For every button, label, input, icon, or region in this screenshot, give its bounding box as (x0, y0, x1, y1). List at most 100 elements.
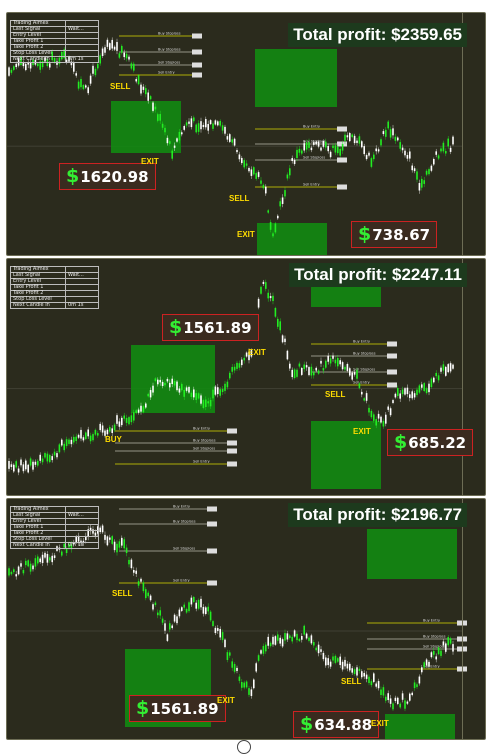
candle-body (382, 420, 385, 427)
candle-body (401, 693, 404, 700)
candle-body (416, 389, 418, 396)
candle-body (41, 554, 44, 564)
candle-body (106, 39, 109, 47)
candle-body (296, 633, 298, 641)
candle-body (188, 386, 190, 393)
candle-body (452, 364, 454, 369)
candle-body (303, 364, 305, 370)
candle-body (442, 641, 445, 646)
signal-label: SELL (325, 390, 346, 399)
candle-body (99, 55, 101, 64)
candle-body (289, 635, 291, 639)
candle-body (445, 366, 447, 376)
candle-body (353, 135, 356, 144)
candle-body (25, 560, 27, 566)
candle-body (121, 537, 123, 546)
candle-body (29, 563, 32, 572)
candle-body (161, 381, 164, 387)
level-tag (387, 341, 397, 347)
candle-body (85, 432, 87, 440)
level-label: Sell Stoploss (303, 156, 325, 160)
candle-body (341, 661, 344, 670)
candle-body (269, 642, 272, 647)
candle-body (37, 460, 39, 466)
candle-body (197, 393, 200, 399)
candle-body (315, 647, 317, 651)
signal-label: SELL (112, 589, 133, 598)
level-label: Sell Entry (158, 71, 175, 75)
candle-body (171, 378, 173, 385)
candle-body (58, 547, 61, 550)
candle-body (46, 453, 49, 462)
candle-body (178, 131, 181, 141)
candle-body (116, 42, 118, 51)
profit-zone (257, 223, 327, 255)
candle-body (27, 560, 29, 567)
candle-body (219, 389, 221, 396)
candle-body (109, 43, 111, 50)
candle-body (125, 417, 128, 423)
candle-body (325, 360, 327, 368)
candle-body (53, 451, 56, 456)
info-label: Next Candle In (10, 302, 66, 309)
candle-body (209, 611, 212, 621)
candle-body (289, 363, 291, 369)
candle-body (56, 546, 58, 551)
candle-body (428, 661, 430, 667)
candle-body (13, 464, 15, 472)
candle-body (301, 368, 303, 375)
candle-body (236, 667, 238, 671)
candle-body (375, 419, 377, 426)
candle-body (140, 84, 142, 94)
candle-body (411, 165, 413, 171)
dollar-sign: $ (136, 697, 150, 719)
candle-body (425, 659, 428, 666)
candle-body (358, 136, 361, 144)
candle-body (327, 146, 329, 152)
candle-body (188, 602, 190, 612)
candle-body (53, 555, 56, 558)
candle-body (56, 61, 58, 65)
candle-body (437, 647, 440, 655)
candle-body (394, 393, 397, 398)
candle-body (183, 604, 185, 608)
candle-body (185, 608, 188, 613)
candle-body (13, 569, 15, 573)
candle-body (385, 696, 387, 701)
candle-body (193, 596, 195, 602)
candle-body (73, 63, 75, 72)
candle-body (406, 387, 409, 395)
candle-body (301, 636, 303, 640)
candle-body (113, 541, 116, 551)
candle-body (190, 118, 193, 128)
candle-body (39, 454, 41, 461)
candle-body (116, 415, 118, 424)
candle-body (281, 639, 284, 647)
candle-body (101, 525, 104, 533)
candle-body (224, 639, 226, 648)
candle-body (255, 663, 257, 672)
candle-body (27, 464, 29, 473)
candle-body (286, 633, 289, 640)
candle-body (181, 607, 183, 611)
chart-panel-1: Buy Stoploss Buy Stoploss Sell Stoploss Sel… (6, 12, 486, 256)
candle-body (94, 68, 97, 76)
candle-body (423, 180, 425, 184)
level-label: Buy Entry (353, 340, 370, 344)
candle-body (171, 150, 173, 159)
candle-body (157, 612, 159, 616)
level-label: Buy Stoploss (353, 352, 376, 356)
candle-body (214, 386, 217, 395)
candle-body (320, 360, 322, 364)
candle-body (197, 123, 200, 132)
candle-body (80, 429, 82, 439)
candle-body (8, 568, 10, 576)
candle-body (181, 383, 183, 391)
candle-body (193, 389, 195, 398)
price-axis-2 (462, 259, 485, 495)
candle-body (121, 417, 123, 426)
info-table-3: Trading Aimex Last Signal Wait... Entry Lev… (10, 506, 99, 549)
trade-profit-2a: $1561.89 (162, 314, 259, 341)
candle-body (140, 578, 142, 582)
candle-body (449, 638, 452, 644)
